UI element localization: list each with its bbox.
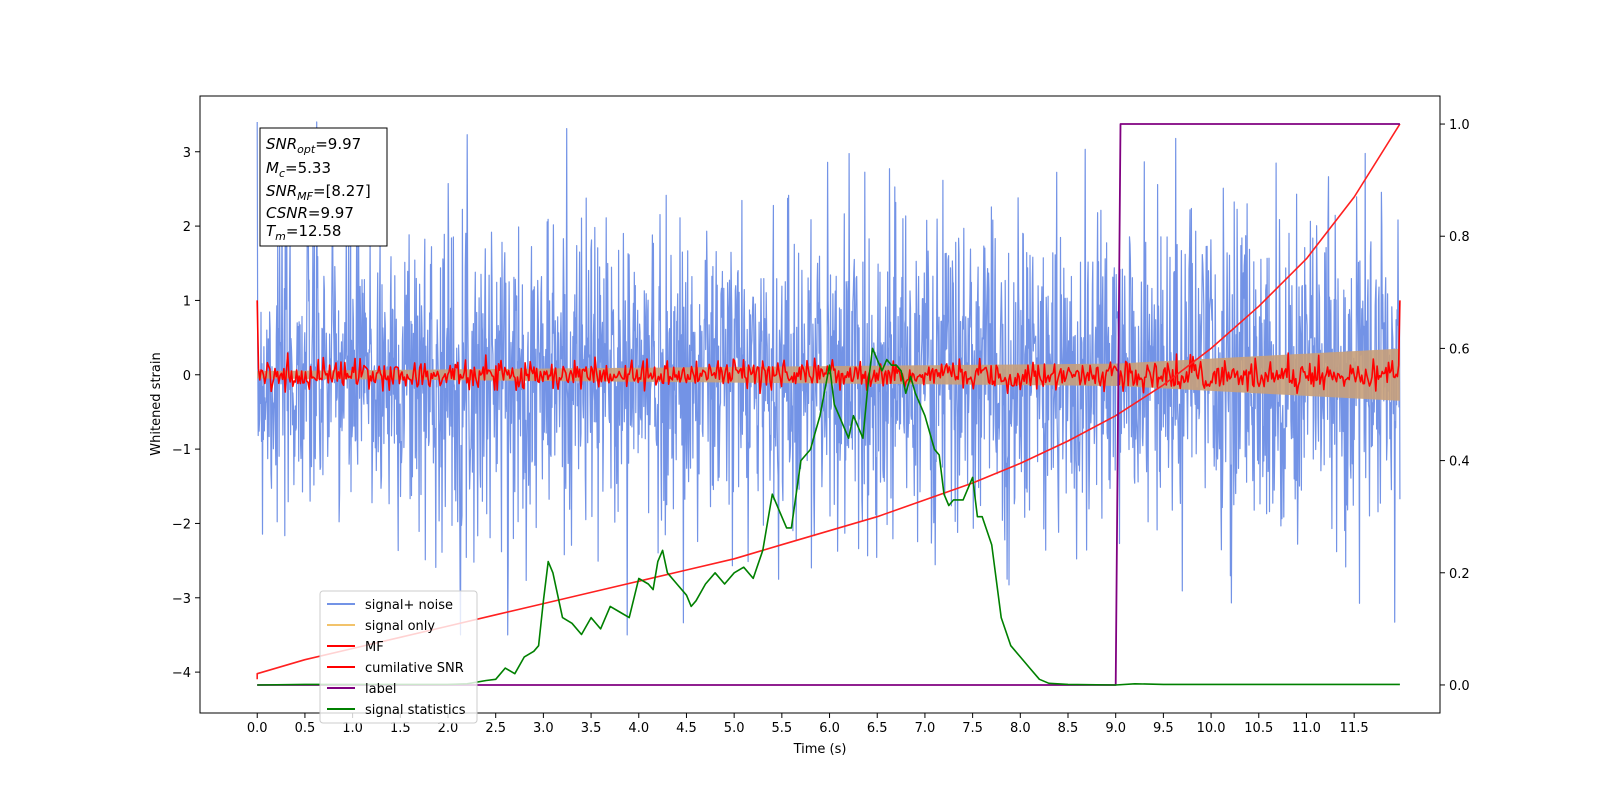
legend-label-mf: MF (365, 640, 384, 655)
x-tick-label: 8.5 (1058, 721, 1079, 736)
x-tick-label: 7.0 (915, 721, 936, 736)
x-tick-label: 10.5 (1244, 721, 1273, 736)
series-signal-noise (256, 121, 1401, 636)
x-tick-label: 8.0 (1010, 721, 1031, 736)
annotation-snr-opt: SNRopt=9.97 (266, 135, 361, 156)
x-tick-label: 1.5 (390, 721, 411, 736)
x-tick-label: 6.0 (819, 721, 840, 736)
annotation-tm: Tm=12.58 (266, 222, 341, 243)
x-tick-label: 3.5 (581, 721, 602, 736)
x-tick-label: 4.0 (628, 721, 649, 736)
y-axis-label: Whitened strain (149, 352, 164, 455)
y-tick-label: −1 (172, 443, 191, 458)
y-tick-label: −3 (172, 592, 191, 607)
legend-label-signal-noise: signal+ noise (365, 598, 453, 613)
y-tick-label: 2 (183, 220, 191, 235)
x-tick-label: 11.0 (1292, 721, 1321, 736)
x-tick-label: 6.5 (867, 721, 888, 736)
annotation-csnr: CSNR=9.97 (266, 204, 354, 222)
x-tick-label: 9.5 (1153, 721, 1174, 736)
legend: signal+ noise signal only MF cumilative … (319, 590, 478, 724)
series-label (257, 123, 1400, 686)
x-tick-label: 10.0 (1197, 721, 1226, 736)
x-tick-label: 4.5 (676, 721, 697, 736)
y2-tick-label: 0.2 (1449, 567, 1470, 582)
series-signal-only (257, 348, 1400, 401)
x-tick-label: 2.0 (438, 721, 459, 736)
series-signal-statistics (257, 347, 1400, 686)
x-tick-label: 5.5 (772, 721, 793, 736)
x-tick-label: 0.5 (295, 721, 316, 736)
axis-ticks: 0.0 0.5 1.0 1.5 2.0 2.5 3.0 3.5 4.0 4.5 5.0 5.5 6.0 6… (172, 118, 1470, 736)
y-tick-label: 0 (183, 369, 191, 384)
x-tick-label: 7.5 (962, 721, 983, 736)
annotation-snr-mf: SNRMF=[8.27] (266, 182, 371, 203)
axes-frame (199, 95, 1441, 714)
x-tick-label: 3.0 (533, 721, 554, 736)
x-tick-label: 1.0 (342, 721, 363, 736)
legend-label-signal-only: signal only (365, 619, 435, 634)
y2-tick-label: 0.6 (1449, 342, 1470, 357)
x-axis-label: Time (s) (793, 742, 847, 757)
x-tick-label: 5.0 (724, 721, 745, 736)
y2-tick-label: 0.4 (1449, 455, 1470, 470)
x-tick-label: 2.5 (485, 721, 506, 736)
legend-label-cumulative-snr: cumilative SNR (365, 661, 464, 676)
y2-tick-label: 0.8 (1449, 230, 1470, 245)
x-tick-label: 9.0 (1105, 721, 1126, 736)
annotation-box: SNRopt=9.97 Mc=5.33 SNRMF=[8.27] CSNR=9.… (259, 127, 388, 247)
legend-label-signal-statistics: signal statistics (365, 703, 466, 718)
annotation-frame (259, 127, 388, 247)
x-tick-label: 11.5 (1340, 721, 1369, 736)
y-tick-label: 3 (183, 146, 191, 161)
y-tick-label: 1 (183, 294, 191, 309)
y-tick-label: −4 (172, 666, 191, 681)
y-tick-label: −2 (172, 517, 191, 532)
legend-label-label: label (365, 682, 396, 697)
x-tick-label: 0.0 (247, 721, 268, 736)
y2-tick-label: 0.0 (1449, 679, 1470, 694)
legend-frame (319, 590, 478, 724)
annotation-mc: Mc=5.33 (266, 159, 331, 180)
y2-tick-label: 1.0 (1449, 118, 1470, 133)
